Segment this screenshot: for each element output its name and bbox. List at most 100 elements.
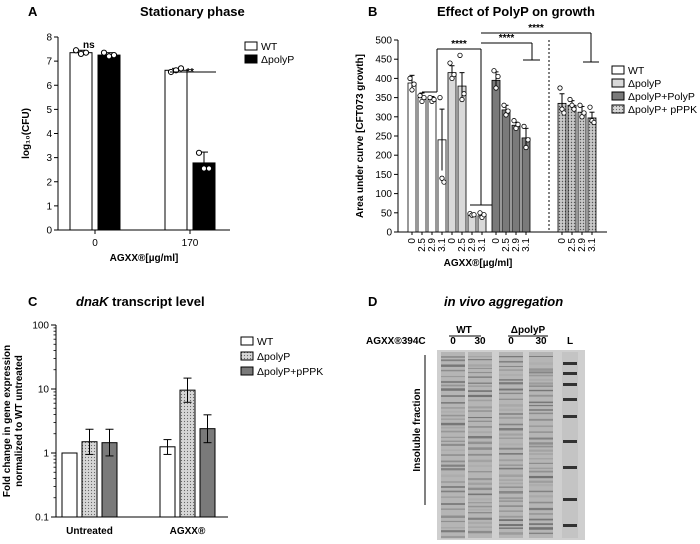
x-axis-label: AGXX®[µg/ml] <box>110 253 179 264</box>
x-tick-label: 3.1 <box>437 238 448 252</box>
gel-band <box>499 500 523 502</box>
data-point <box>525 137 531 143</box>
bar-a-white <box>164 69 188 231</box>
y-tick-label: 3 <box>46 153 52 164</box>
gel-ladder-band <box>563 398 577 401</box>
bar-c-dotted <box>179 389 196 518</box>
gel-band <box>441 384 465 387</box>
gel-band <box>499 515 523 518</box>
x-tick-label: 3.1 <box>587 238 598 252</box>
bar-b-white <box>417 97 427 233</box>
gel-ladder-band <box>563 440 577 443</box>
annotation-significance: **** <box>528 23 544 34</box>
gel-band <box>468 530 492 534</box>
gel-band <box>529 371 553 374</box>
gel-ladder-band <box>563 466 577 469</box>
x-tick-label: 2.9 <box>577 238 588 252</box>
gel-band <box>499 524 523 527</box>
gel-lanes <box>441 352 578 539</box>
gel-band <box>499 486 523 488</box>
legend-a-swatch <box>244 41 258 51</box>
gel-band <box>468 364 492 367</box>
gel-band <box>529 374 553 377</box>
gel-band <box>441 490 465 493</box>
gel-band <box>441 535 465 539</box>
gel-band <box>529 462 553 464</box>
panel-a-title: Stationary phase <box>140 4 245 19</box>
gel-band <box>499 447 523 450</box>
gel-band <box>499 433 523 436</box>
bar-a-black <box>97 54 121 231</box>
data-point <box>493 85 499 91</box>
y-tick-label: 50 <box>381 208 393 219</box>
gel-band <box>529 523 553 526</box>
gel-band <box>468 471 492 473</box>
gel-band <box>441 356 465 358</box>
bar-b-dark_gray <box>511 124 521 233</box>
panel-b-title: Effect of PolyP on growth <box>437 4 595 19</box>
gel-band <box>499 398 523 400</box>
data-point <box>587 104 593 110</box>
gel-band <box>529 470 553 473</box>
gel-band <box>499 416 523 419</box>
gel-band <box>468 512 492 514</box>
panel-d-title: in vivo aggregation <box>444 294 563 309</box>
gel-band <box>441 468 465 471</box>
gel-band <box>529 368 553 371</box>
x-tick-label: 3.1 <box>477 238 488 252</box>
gel-band <box>441 388 465 391</box>
gel-band <box>499 413 523 415</box>
gel-band <box>468 399 492 402</box>
gel-band <box>441 496 465 498</box>
gel-band <box>441 359 465 362</box>
data-point <box>417 93 423 99</box>
gel-band <box>441 440 465 442</box>
y-axis-label-line: Fold change in gene expression <box>2 345 13 497</box>
legend-c-label: ΔpolyP <box>257 351 290 363</box>
data-point <box>437 95 443 101</box>
gel-band <box>529 356 553 358</box>
y-tick-label: 4 <box>46 129 52 140</box>
x-tick-label: 0 <box>447 238 458 244</box>
data-point <box>421 95 427 101</box>
panel-c-chart: 0.1 1 10 100 Untreated AGXX® Fold change in ge… <box>2 321 323 538</box>
gel-band <box>441 474 465 478</box>
y-tick-label: 5 <box>46 105 52 116</box>
data-point <box>491 68 497 74</box>
legend-c-swatch <box>240 336 254 346</box>
x-tick-label: 3.1 <box>521 238 532 252</box>
y-tick-label: 2 <box>46 177 52 188</box>
gel-row-label: AGXX®394C <box>366 336 426 347</box>
gel-band <box>468 498 492 501</box>
x-tick-label: 0 <box>491 238 502 244</box>
gel-band <box>468 359 492 361</box>
gel-band <box>468 493 492 496</box>
gel-band <box>441 395 465 397</box>
legend-c-swatch <box>240 366 254 376</box>
gel-lane-label: L <box>567 336 573 347</box>
bar-b-dotted <box>587 117 597 233</box>
data-point <box>481 212 487 218</box>
bar-b-white <box>427 99 437 233</box>
gel-ladder-band <box>563 383 577 386</box>
gel-band <box>499 404 523 407</box>
gel-band <box>468 367 492 369</box>
gel-band <box>468 420 492 422</box>
gel-band <box>529 382 553 385</box>
gel-ladder-band <box>563 362 577 365</box>
gel-band <box>529 394 553 397</box>
data-point <box>523 144 529 151</box>
data-point <box>557 85 563 91</box>
gel-band <box>468 441 492 445</box>
data-point <box>571 106 577 112</box>
gel-band <box>529 442 553 445</box>
gel-band <box>529 501 553 504</box>
gel-band <box>499 459 523 462</box>
x-tick-label: 2.5 <box>417 238 428 252</box>
y-tick-label: 500 <box>375 36 392 47</box>
y-tick-label: 0.1 <box>35 513 49 524</box>
legend-b-swatch <box>611 78 625 88</box>
gel-band <box>468 459 492 463</box>
gel-band <box>441 520 465 523</box>
